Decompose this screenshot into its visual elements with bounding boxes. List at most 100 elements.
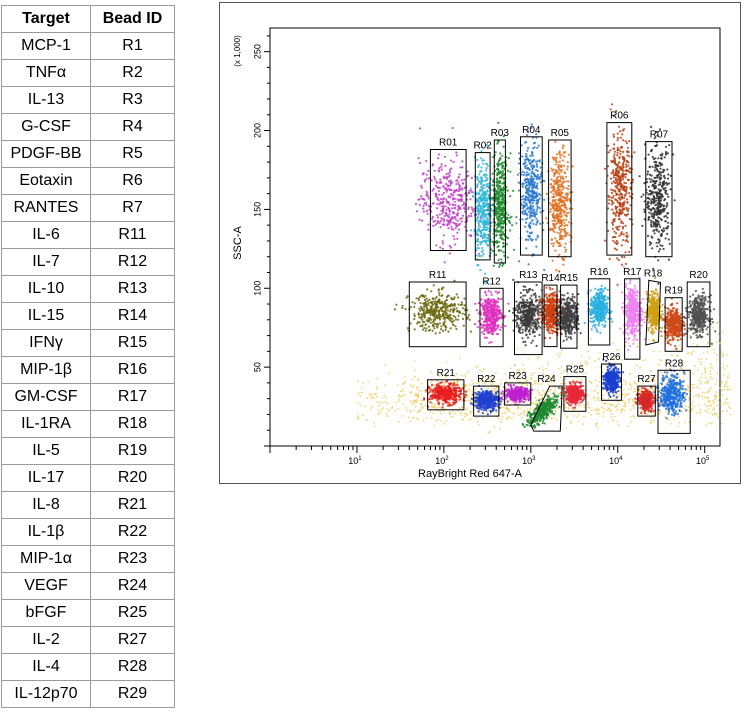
event-point	[525, 221, 528, 224]
event-point	[490, 341, 493, 344]
event-point	[667, 173, 670, 176]
event-point	[483, 239, 486, 242]
background-event-point	[709, 373, 712, 376]
table-row: IL-15 R14	[1, 302, 175, 330]
background-event-point	[415, 397, 418, 400]
event-point	[522, 198, 525, 201]
event-point	[528, 168, 531, 171]
event-point	[432, 308, 435, 311]
event-point	[622, 233, 625, 236]
event-point	[497, 259, 500, 262]
event-point	[481, 213, 484, 216]
event-point	[660, 185, 664, 188]
event-point	[438, 294, 441, 297]
background-event-point	[701, 373, 704, 375]
event-point	[471, 195, 475, 198]
background-event-point	[461, 374, 463, 377]
event-point	[566, 194, 569, 197]
background-event-point	[362, 381, 364, 384]
event-point	[470, 189, 473, 192]
background-event-point	[725, 365, 728, 367]
background-event-point	[464, 413, 466, 415]
event-point	[615, 192, 619, 195]
background-event-point	[471, 383, 473, 386]
event-point	[532, 160, 535, 163]
background-event-point	[525, 380, 528, 382]
event-point	[493, 329, 496, 332]
event-point	[620, 183, 623, 187]
event-point	[441, 193, 444, 196]
event-point	[610, 103, 614, 106]
event-point	[539, 173, 542, 176]
event-point	[442, 317, 445, 320]
event-point	[528, 224, 531, 228]
event-point	[488, 311, 491, 314]
event-point	[557, 170, 560, 173]
event-point	[440, 315, 443, 318]
event-point	[527, 210, 530, 213]
event-point	[461, 214, 465, 217]
background-event-point	[630, 420, 633, 423]
event-point	[614, 179, 617, 182]
background-event-point	[427, 400, 430, 402]
event-point	[487, 223, 490, 226]
background-event-point	[554, 411, 557, 414]
event-point	[529, 195, 532, 198]
event-point	[485, 203, 488, 206]
background-event-point	[526, 408, 529, 411]
event-point	[616, 149, 619, 152]
target-cell: IL-13	[1, 86, 91, 114]
background-event-point	[590, 338, 593, 340]
event-point	[451, 207, 454, 210]
event-point	[498, 198, 501, 201]
event-point	[615, 242, 619, 245]
background-event-point	[598, 380, 601, 383]
event-point	[550, 167, 553, 170]
background-event-point	[729, 413, 732, 416]
event-point	[524, 185, 527, 188]
background-event-point	[720, 382, 722, 384]
event-point	[611, 223, 614, 226]
event-point	[429, 301, 432, 304]
background-event-point	[508, 410, 511, 413]
event-point	[500, 175, 503, 178]
event-point	[450, 194, 453, 197]
event-point	[456, 209, 460, 212]
background-event-point	[357, 393, 360, 396]
background-event-point	[357, 380, 359, 383]
event-point	[563, 196, 566, 200]
event-point	[527, 166, 530, 170]
event-point	[445, 198, 448, 201]
event-point	[666, 193, 669, 196]
background-event-point	[691, 408, 694, 411]
event-point	[433, 177, 436, 180]
event-point	[498, 316, 501, 319]
background-event-point	[490, 383, 493, 386]
background-event-point	[690, 407, 693, 410]
event-point	[500, 216, 503, 220]
background-event-point	[617, 395, 620, 397]
event-point	[620, 146, 623, 149]
event-point	[419, 161, 422, 165]
event-point	[485, 228, 489, 231]
event-point	[646, 200, 650, 203]
event-point	[477, 200, 480, 203]
background-event-point	[577, 413, 580, 416]
event-point	[529, 227, 532, 230]
background-event-point	[699, 408, 702, 411]
background-event-point	[361, 391, 364, 394]
event-point	[429, 328, 432, 331]
event-point	[560, 191, 563, 194]
event-point	[429, 321, 432, 324]
event-point	[463, 178, 466, 181]
bead-id-cell: R11	[90, 221, 175, 249]
event-point	[653, 232, 656, 235]
event-point	[657, 157, 660, 160]
background-event-point	[726, 410, 728, 412]
table-row: IL-10 R13	[1, 275, 175, 303]
background-event-point	[533, 371, 536, 374]
background-event-point	[550, 377, 553, 380]
event-point	[495, 311, 498, 314]
event-point	[624, 176, 627, 179]
event-point	[500, 206, 503, 210]
